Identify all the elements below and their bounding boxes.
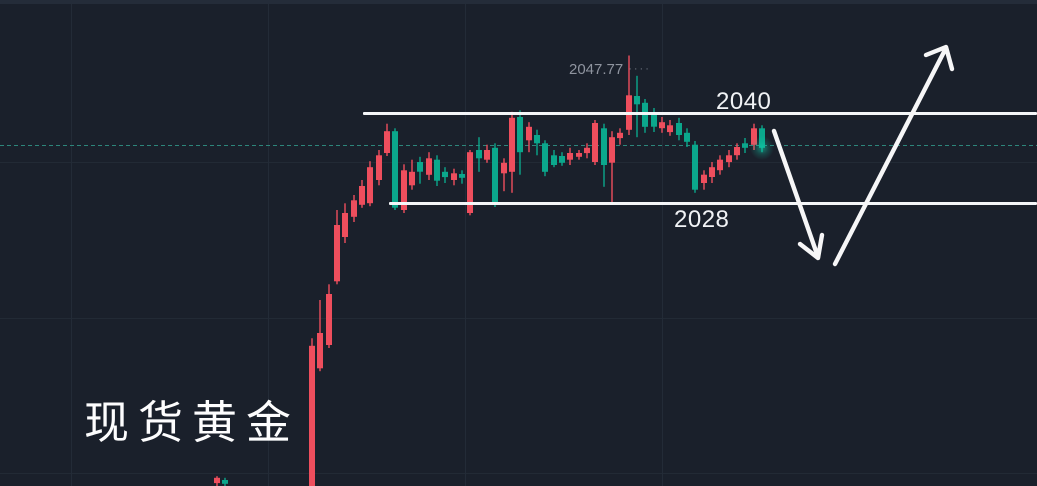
grid-line-horizontal xyxy=(0,162,1037,163)
grid-line-vertical xyxy=(71,0,72,486)
top-edge-strip xyxy=(0,0,1037,4)
swing-high-value: 2047.77 xyxy=(569,61,624,78)
up-projection-arrow-line xyxy=(832,45,949,267)
support-line[interactable] xyxy=(389,202,1037,205)
resistance-label: 2040 xyxy=(716,88,772,115)
down-projection-arrow-line xyxy=(771,128,821,260)
grid-line-vertical xyxy=(662,0,663,486)
resistance-line[interactable] xyxy=(363,112,1037,115)
swing-high-price-label: 2047.77 ···· xyxy=(569,61,651,78)
down-projection-arrow-head xyxy=(797,232,825,261)
up-projection-arrow-head xyxy=(923,44,955,72)
instrument-watermark: 现货黄金 xyxy=(84,396,301,449)
grid-line-vertical xyxy=(268,0,269,486)
support-label: 2028 xyxy=(674,206,730,233)
grid-line-horizontal xyxy=(0,473,1037,474)
swing-high-leader-dots: ···· xyxy=(628,63,651,75)
grid-line-vertical xyxy=(465,0,466,486)
grid-line-horizontal xyxy=(0,318,1037,319)
